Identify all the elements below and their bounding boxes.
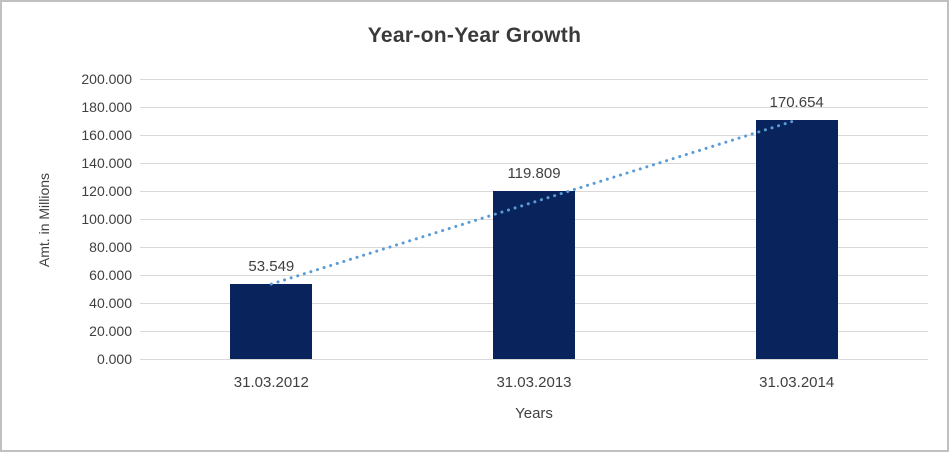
y-axis-tick-label: 20.000: [89, 323, 132, 339]
plot-area: [140, 79, 928, 360]
bar-value-label: 119.809: [507, 165, 561, 183]
x-axis-tick-label: 31.03.2012: [233, 374, 309, 391]
bar: [230, 284, 313, 359]
y-axis-tick-label: 40.000: [89, 295, 132, 311]
x-axis-tick-label: 31.03.2013: [496, 374, 572, 391]
bar-value-label: 170.654: [769, 94, 824, 112]
y-axis-tick-label: 140.000: [81, 155, 132, 171]
y-axis-tick-label: 200.000: [81, 71, 132, 87]
bar-value-label: 53.549: [248, 258, 295, 276]
gridline: [140, 359, 928, 360]
y-axis-tick-label: 100.000: [81, 211, 132, 227]
y-axis-tick-label: 0.000: [96, 351, 132, 367]
y-axis-tick-label: 120.000: [81, 183, 132, 199]
y-axis-tick-label: 180.000: [81, 99, 132, 115]
bar: [755, 120, 838, 359]
gridline: [140, 107, 928, 108]
bar: [493, 191, 575, 359]
y-axis-tick-label: 160.000: [81, 127, 132, 143]
chart-title: Year-on-Year Growth: [367, 24, 582, 47]
x-axis-tick-label: 31.03.2014: [759, 374, 835, 391]
gridline: [140, 79, 928, 80]
y-axis-tick-label: 60.000: [89, 267, 132, 283]
y-axis-tick-label: 80.000: [89, 239, 132, 255]
x-axis-title: Years: [515, 405, 553, 422]
